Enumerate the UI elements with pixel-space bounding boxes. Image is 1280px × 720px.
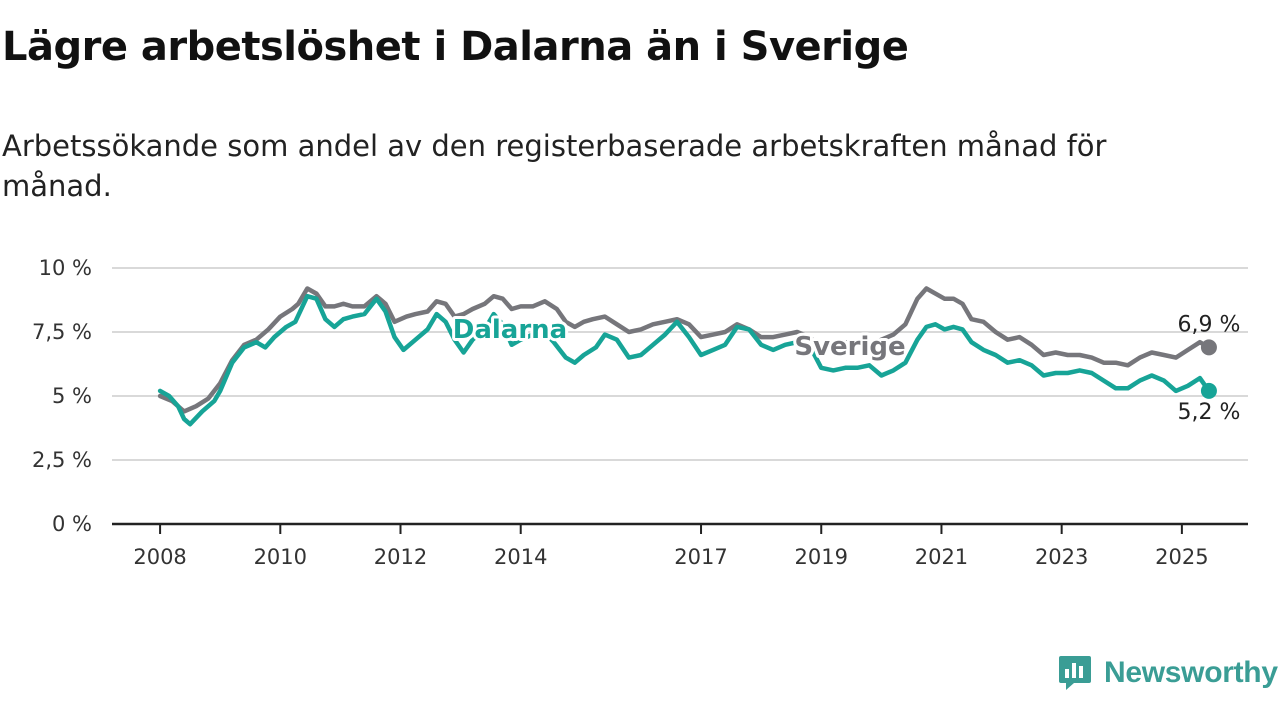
brand-name: Newsworthy [1104, 656, 1278, 689]
x-tick-label: 2012 [374, 545, 427, 569]
x-tick-label: 2025 [1155, 545, 1208, 569]
x-tick-label: 2008 [133, 545, 186, 569]
y-tick-label: 10 % [39, 256, 92, 280]
end-point-sverige [1200, 339, 1217, 356]
series-line-sverige [157, 286, 1212, 414]
chart-subtitle: Arbetssökande som andel av den registerb… [2, 129, 1107, 203]
grid-lines [112, 267, 1248, 461]
series-labels: 6,9 % Sverige 5,2 % Dalarna [450, 312, 1241, 425]
chart-title: Lägre arbetslöshet i Dalarna än i Sverig… [2, 24, 909, 70]
y-tick-label: 5 % [52, 384, 92, 408]
y-tick-label: 2,5 % [32, 448, 92, 472]
series-name-label-sverige: Sverige [794, 332, 905, 362]
newsworthy-logo-icon [1059, 656, 1091, 690]
x-tick-label: 2023 [1035, 545, 1088, 569]
x-axis: 2008 2010 2012 2014 2017 2019 2021 2023 2025 [112, 522, 1248, 569]
x-tick-label: 2021 [915, 545, 968, 569]
end-value-label-dalarna: 5,2 % [1177, 400, 1240, 425]
x-tick-label: 2010 [254, 545, 307, 569]
y-tick-label: 7,5 % [32, 320, 92, 344]
end-value-label-sverige: 6,9 % [1177, 312, 1240, 337]
x-tick-label: 2014 [494, 545, 547, 569]
brand-logo: Newsworthy [1058, 654, 1278, 692]
x-tick-label: 2019 [795, 545, 848, 569]
y-axis-ticks: 0 % 2,5 % 5 % 7,5 % 10 % [32, 256, 92, 536]
series-name-label-dalarna: Dalarna [453, 315, 567, 345]
y-tick-label: 0 % [52, 512, 92, 536]
series-lines [157, 286, 1217, 427]
series-line-dalarna [157, 293, 1212, 427]
x-tick-label: 2017 [674, 545, 727, 569]
end-point-dalarna [1200, 382, 1217, 399]
